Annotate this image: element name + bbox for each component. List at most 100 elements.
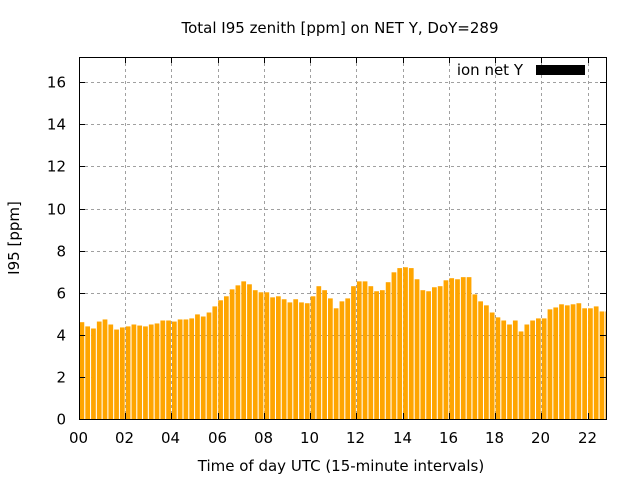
bar: [316, 286, 322, 419]
bar: [455, 279, 460, 419]
bar: [333, 308, 339, 419]
bar: [293, 299, 299, 419]
bar: [570, 304, 576, 419]
bar: [119, 327, 125, 419]
bar: [189, 318, 195, 419]
bars: [79, 267, 606, 419]
y-axis-label: I95 [ppm]: [5, 201, 23, 275]
bar: [507, 324, 512, 419]
bar: [229, 289, 235, 419]
bar: [171, 321, 177, 419]
bar: [356, 281, 362, 419]
x-tick-label: 00: [69, 429, 88, 447]
bar: [426, 291, 431, 419]
bar: [588, 308, 593, 419]
legend-swatch: [536, 65, 585, 75]
bar: [599, 311, 605, 419]
bar: [96, 321, 102, 419]
bar: [553, 307, 559, 419]
bar: [593, 306, 599, 419]
x-tick-label: 04: [161, 429, 180, 447]
bar: [102, 319, 108, 419]
bar: [368, 286, 374, 419]
bar: [414, 279, 420, 419]
chart-title: Total I95 zenith [ppm] on NET Y, DoY=289: [180, 19, 498, 37]
y-tick-label: 0: [56, 411, 66, 429]
y-tick-label: 10: [47, 201, 66, 219]
bar: [408, 268, 414, 419]
bar: [91, 328, 96, 419]
x-tick-label: 08: [254, 429, 273, 447]
bar: [541, 318, 547, 419]
y-tick-label: 2: [56, 369, 66, 387]
legend: ion net Y: [457, 61, 585, 79]
bar: [137, 325, 143, 419]
bar: [605, 311, 606, 419]
bar: [362, 281, 368, 419]
bar: [195, 314, 200, 419]
bar: [576, 303, 582, 419]
bar: [85, 326, 91, 419]
y-tick-label: 16: [47, 74, 66, 92]
legend-label: ion net Y: [457, 61, 524, 79]
x-tick-label: 18: [485, 429, 504, 447]
bar: [489, 312, 495, 419]
x-tick-label: 06: [208, 429, 227, 447]
bar: [177, 319, 183, 419]
bar: [270, 297, 275, 419]
plot-border: [79, 57, 607, 420]
bar: [432, 287, 437, 419]
bar: [108, 324, 114, 419]
bar: [304, 303, 310, 419]
bar: [114, 329, 119, 419]
y-tick-label: 14: [47, 116, 66, 134]
bar: [403, 267, 408, 419]
bar: [310, 296, 316, 419]
bar: [131, 324, 137, 419]
x-tick-label: 22: [578, 429, 597, 447]
bar: [374, 291, 379, 419]
bar: [299, 302, 304, 419]
bar: [252, 290, 258, 419]
bar: [484, 305, 489, 419]
x-tick-label: 20: [531, 429, 550, 447]
bar: [420, 290, 426, 419]
bar: [518, 331, 524, 419]
bar: [212, 306, 218, 419]
x-tick-label: 16: [439, 429, 458, 447]
bar: [437, 286, 443, 419]
bar: [241, 281, 247, 419]
bar: [247, 284, 252, 419]
bar: [160, 320, 166, 419]
bar: [351, 286, 356, 419]
bar: [391, 272, 397, 419]
bar: [524, 324, 530, 419]
bar: [281, 299, 287, 419]
y-tick-label: 12: [47, 158, 66, 176]
bar: [443, 280, 449, 419]
x-axis-label: Time of day UTC (15-minute intervals): [197, 457, 484, 475]
bar: [512, 320, 518, 419]
bar: [385, 282, 391, 419]
bar: [460, 277, 466, 419]
bar: [125, 326, 131, 419]
bar: [536, 318, 541, 419]
bar: [495, 317, 501, 419]
bar: [547, 309, 553, 419]
bar: [328, 298, 333, 419]
bar: [183, 319, 189, 419]
bar: [380, 290, 385, 419]
bar: [582, 308, 587, 419]
x-tick-label: 02: [115, 429, 134, 447]
bar: [559, 304, 564, 419]
y-tick-label: 6: [56, 285, 66, 303]
x-tick-label: 12: [346, 429, 365, 447]
bar: [478, 301, 483, 419]
bar: [501, 320, 507, 419]
bar: [154, 323, 160, 419]
bar: [143, 326, 148, 419]
bar: [339, 301, 345, 419]
bar: [466, 277, 472, 419]
